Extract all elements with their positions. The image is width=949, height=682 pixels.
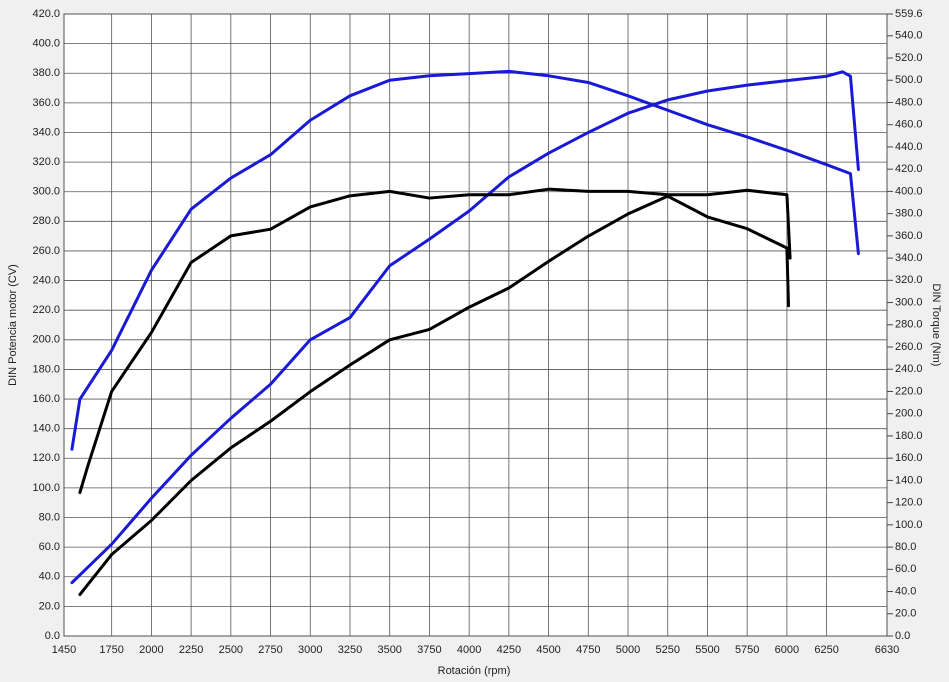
y-tick-label: 0.0 <box>45 630 60 642</box>
y2-tick-label: 280.0 <box>895 319 923 331</box>
y-tick-label: 220.0 <box>32 304 60 316</box>
x-tick-label: 2000 <box>139 644 163 656</box>
y-tick-label: 40.0 <box>39 571 60 583</box>
y-tick-label: 240.0 <box>32 274 60 286</box>
y-tick-label: 340.0 <box>32 126 60 138</box>
x-tick-label: 4000 <box>457 644 481 656</box>
y2-tick-label: 500.0 <box>895 74 923 86</box>
y2-tick-label: 559.6 <box>895 8 923 20</box>
y2-tick-label: 300.0 <box>895 296 923 308</box>
x-tick-label: 6630 <box>875 644 899 656</box>
y2-tick-label: 520.0 <box>895 52 923 64</box>
y-tick-label: 80.0 <box>39 511 60 523</box>
y-tick-label: 180.0 <box>32 363 60 375</box>
y2-tick-label: 340.0 <box>895 252 923 264</box>
y2-tick-label: 80.0 <box>895 541 916 553</box>
y-tick-label: 20.0 <box>39 600 60 612</box>
x-tick-label: 6000 <box>775 644 799 656</box>
y-tick-label: 360.0 <box>32 97 60 109</box>
y2-tick-label: 60.0 <box>895 563 916 575</box>
y2-tick-label: 160.0 <box>895 452 923 464</box>
y2-tick-label: 20.0 <box>895 608 916 620</box>
line <box>70 70 860 585</box>
x-tick-label: 3750 <box>417 644 441 656</box>
y2-tick-label: 220.0 <box>895 385 923 397</box>
line <box>78 187 792 495</box>
y2-tick-label: 100.0 <box>895 519 923 531</box>
x-tick-label: 6250 <box>814 644 838 656</box>
x-tick-label: 5250 <box>656 644 680 656</box>
y-tick-label: 140.0 <box>32 423 60 435</box>
y2-tick-label: 400.0 <box>895 185 923 197</box>
x-tick-label: 1750 <box>99 644 123 656</box>
y2-tick-label: 180.0 <box>895 430 923 442</box>
x-tick-label: 3500 <box>377 644 401 656</box>
y2-tick-label: 380.0 <box>895 208 923 220</box>
x-tick-label: 4750 <box>576 644 600 656</box>
y-tick-label: 280.0 <box>32 215 60 227</box>
line <box>70 69 860 451</box>
plot-area <box>63 13 888 637</box>
x-tick-label: 5500 <box>695 644 719 656</box>
y2-tick-label: 460.0 <box>895 119 923 131</box>
y2-axis-label: DIN Torque (Nm) <box>930 284 942 367</box>
x-tick-label: 2250 <box>179 644 203 656</box>
y2-tick-label: 240.0 <box>895 363 923 375</box>
y-tick-label: 320.0 <box>32 156 60 168</box>
y2-tick-label: 320.0 <box>895 274 923 286</box>
x-tick-label: 3000 <box>298 644 322 656</box>
y-tick-label: 420.0 <box>32 8 60 20</box>
x-tick-label: 2750 <box>258 644 282 656</box>
y-tick-label: 260.0 <box>32 245 60 257</box>
y2-tick-label: 0.0 <box>895 630 910 642</box>
y2-tick-label: 140.0 <box>895 474 923 486</box>
y2-tick-label: 260.0 <box>895 341 923 353</box>
y2-tick-label: 540.0 <box>895 30 923 42</box>
x-tick-label: 1450 <box>52 644 76 656</box>
x-tick-label: 3250 <box>338 644 362 656</box>
y2-tick-label: 440.0 <box>895 141 923 153</box>
y2-tick-label: 360.0 <box>895 230 923 242</box>
y-tick-label: 160.0 <box>32 393 60 405</box>
x-tick-label: 4250 <box>497 644 521 656</box>
y-tick-label: 60.0 <box>39 541 60 553</box>
y-tick-label: 100.0 <box>32 482 60 494</box>
x-axis-label: Rotación (rpm) <box>438 665 511 677</box>
line <box>78 194 790 597</box>
y-axis-label: DIN Potencia motor (CV) <box>7 264 19 386</box>
x-tick-label: 5000 <box>616 644 640 656</box>
y-tick-label: 380.0 <box>32 67 60 79</box>
y-tick-label: 120.0 <box>32 452 60 464</box>
y2-tick-label: 420.0 <box>895 163 923 175</box>
x-tick-label: 5750 <box>735 644 759 656</box>
y-tick-label: 200.0 <box>32 334 60 346</box>
y2-tick-label: 120.0 <box>895 497 923 509</box>
y2-tick-label: 40.0 <box>895 585 916 597</box>
x-tick-label: 2500 <box>219 644 243 656</box>
y2-tick-label: 480.0 <box>895 96 923 108</box>
y2-tick-label: 200.0 <box>895 408 923 420</box>
y-tick-label: 400.0 <box>32 38 60 50</box>
x-tick-label: 4500 <box>536 644 560 656</box>
y-tick-label: 300.0 <box>32 186 60 198</box>
